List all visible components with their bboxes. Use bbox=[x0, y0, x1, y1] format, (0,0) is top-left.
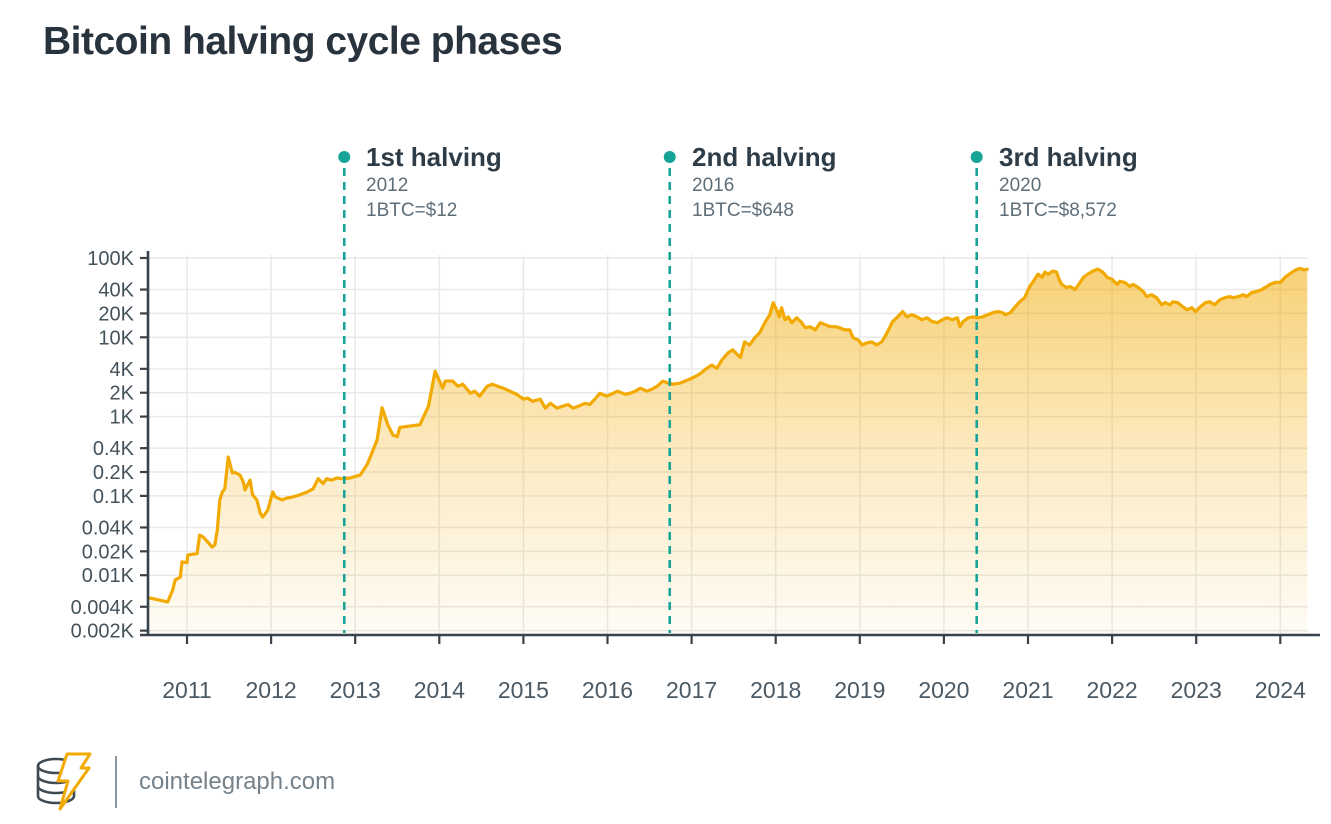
halving-3-title: 3rd halving bbox=[999, 142, 1138, 172]
halving-dot-1 bbox=[338, 151, 351, 163]
svg-text:0.01K: 0.01K bbox=[82, 565, 135, 587]
price-area bbox=[148, 268, 1308, 635]
svg-text:20K: 20K bbox=[98, 303, 134, 325]
svg-text:2015: 2015 bbox=[498, 677, 549, 703]
svg-text:2012: 2012 bbox=[246, 677, 297, 703]
halving-dot-2 bbox=[663, 151, 676, 163]
halving-annotation-3: 3rd halving 2020 1BTC=$8,572 bbox=[999, 141, 1138, 223]
halving-annotation-2: 2nd halving 2016 1BTC=$648 bbox=[692, 141, 836, 223]
svg-text:2016: 2016 bbox=[582, 677, 633, 703]
halving-annotation-1: 1st halving 2012 1BTC=$12 bbox=[366, 141, 502, 223]
svg-text:0.04K: 0.04K bbox=[82, 517, 135, 539]
x-tick-labels: 2011 2012 2013 2014 2015 2016 2017 2018 2019 2020… bbox=[162, 677, 1306, 703]
svg-text:2014: 2014 bbox=[414, 677, 465, 703]
svg-text:2013: 2013 bbox=[330, 677, 381, 703]
svg-text:0.002K: 0.002K bbox=[71, 621, 135, 643]
halving-2-price: 1BTC=$648 bbox=[692, 200, 794, 221]
svg-text:0.004K: 0.004K bbox=[71, 597, 135, 619]
footer: cointelegraph.com bbox=[33, 750, 335, 814]
svg-text:100K: 100K bbox=[87, 248, 134, 270]
svg-text:10K: 10K bbox=[98, 327, 134, 349]
price-line bbox=[146, 266, 1309, 604]
halving-1-title: 1st halving bbox=[366, 142, 502, 172]
svg-text:2018: 2018 bbox=[750, 677, 801, 703]
svg-text:0.1K: 0.1K bbox=[93, 486, 135, 508]
footer-brand-text: cointelegraph.com bbox=[139, 768, 336, 795]
svg-text:2011: 2011 bbox=[162, 677, 211, 703]
svg-text:0.4K: 0.4K bbox=[93, 438, 135, 460]
svg-text:2019: 2019 bbox=[834, 677, 885, 703]
svg-text:2023: 2023 bbox=[1171, 677, 1222, 703]
svg-text:0.02K: 0.02K bbox=[82, 541, 135, 563]
footer-divider bbox=[115, 756, 117, 808]
halving-markers bbox=[338, 151, 983, 633]
svg-text:2017: 2017 bbox=[666, 677, 717, 703]
halving-1-year: 2012 bbox=[366, 175, 409, 196]
svg-text:2022: 2022 bbox=[1087, 677, 1138, 703]
halving-3-price: 1BTC=$8,572 bbox=[999, 200, 1117, 221]
svg-text:2020: 2020 bbox=[918, 677, 969, 703]
svg-text:1K: 1K bbox=[110, 407, 135, 429]
svg-text:40K: 40K bbox=[98, 280, 134, 302]
halving-1-price: 1BTC=$12 bbox=[366, 200, 458, 221]
halving-3-year: 2020 bbox=[999, 175, 1042, 196]
svg-text:2K: 2K bbox=[110, 383, 135, 405]
svg-text:2021: 2021 bbox=[1002, 677, 1053, 703]
halving-dot-3 bbox=[970, 151, 983, 163]
svg-text:2024: 2024 bbox=[1255, 677, 1306, 703]
svg-text:4K: 4K bbox=[110, 359, 135, 381]
axes bbox=[140, 251, 1320, 644]
svg-text:0.2K: 0.2K bbox=[93, 462, 135, 484]
halving-2-year: 2016 bbox=[692, 175, 735, 196]
cointelegraph-coin-bolt-icon bbox=[36, 752, 92, 811]
page-title: Bitcoin halving cycle phases bbox=[43, 20, 563, 63]
halving-2-title: 2nd halving bbox=[692, 142, 837, 172]
